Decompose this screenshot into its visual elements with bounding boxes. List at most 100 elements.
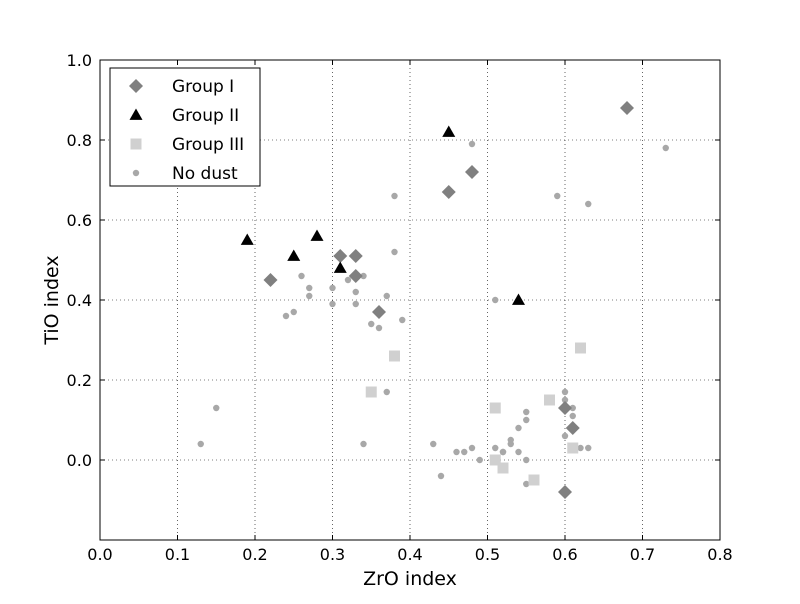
data-point-group-i — [441, 185, 456, 199]
data-point-no-dust — [492, 444, 499, 452]
data-point-group-iii — [528, 474, 540, 486]
y-tick-label: 0.8 — [67, 131, 92, 150]
axis-ticks: 0.0 0.1 0.2 0.3 0.4 0.5 0.6 0.7 0.8 0.0 0.2 0.4 0.6 0… — [67, 51, 733, 564]
y-tick-label: 1.0 — [67, 51, 92, 70]
x-tick-label: 0.0 — [87, 545, 112, 564]
data-point-no-dust — [329, 300, 336, 308]
data-point-group-i — [558, 401, 572, 415]
data-point-no-dust — [577, 444, 584, 452]
x-tick-label: 0.4 — [397, 545, 422, 564]
data-point-no-dust — [391, 192, 398, 200]
data-point-no-dust — [213, 404, 220, 412]
data-point-no-dust — [523, 416, 530, 424]
data-point-group-i — [263, 273, 278, 287]
data-point-group-iii — [489, 454, 501, 466]
data-point-no-dust — [368, 320, 375, 328]
data-point-no-dust — [360, 440, 367, 448]
data-point-no-dust — [569, 412, 576, 420]
x-tick-label: 0.6 — [552, 545, 577, 564]
data-point-no-dust — [561, 396, 569, 404]
data-point-group-iii — [389, 350, 400, 362]
data-point-no-dust — [507, 440, 514, 448]
data-point-group-iii — [544, 394, 555, 406]
data-point-no-dust — [523, 408, 530, 416]
series-group-ii — [240, 125, 525, 305]
data-point-group-i — [348, 269, 363, 283]
data-point-no-dust — [461, 448, 468, 456]
data-point-group-ii — [310, 229, 324, 241]
data-point-no-dust — [476, 456, 483, 464]
data-point-no-dust — [344, 276, 352, 284]
x-tick-label: 0.8 — [707, 545, 732, 564]
series-group-i — [263, 101, 634, 499]
data-point-no-dust — [499, 448, 507, 456]
data-point-group-ii — [512, 293, 525, 305]
data-point-no-dust — [290, 308, 297, 316]
data-point-no-dust — [585, 200, 592, 208]
x-tick-label: 0.7 — [630, 545, 655, 564]
data-point-group-ii — [287, 249, 301, 261]
data-point-no-dust — [453, 448, 460, 456]
data-point-no-dust — [375, 324, 383, 332]
data-point-group-iii — [497, 462, 509, 474]
data-points — [197, 101, 669, 499]
x-tick-label: 0.3 — [320, 545, 345, 564]
data-point-no-dust — [399, 316, 406, 324]
data-point-no-dust — [523, 480, 530, 488]
data-point-no-dust — [468, 140, 476, 148]
data-point-no-dust — [430, 440, 437, 448]
data-point-group-iii — [489, 402, 501, 414]
data-point-group-iii — [365, 386, 377, 398]
data-point-group-ii — [442, 125, 456, 137]
y-tick-label: 0.0 — [67, 451, 92, 470]
data-point-group-ii — [333, 261, 347, 273]
data-point-no-dust — [662, 144, 669, 152]
data-point-no-dust — [383, 292, 390, 300]
data-point-group-i — [558, 485, 572, 499]
legend-marker-group-i — [129, 79, 143, 93]
data-point-no-dust — [197, 440, 204, 448]
data-point-no-dust — [585, 444, 592, 452]
data-point-no-dust — [352, 300, 359, 308]
data-point-no-dust — [554, 192, 561, 200]
data-point-group-iii — [567, 442, 579, 454]
data-point-no-dust — [468, 444, 476, 452]
legend-label-group-iii: Group III — [172, 135, 244, 155]
data-point-no-dust — [306, 284, 313, 292]
y-tick-label: 0.6 — [67, 211, 92, 230]
data-point-no-dust — [523, 456, 530, 464]
data-point-no-dust — [391, 248, 398, 256]
data-point-group-ii — [240, 233, 254, 245]
y-tick-label: 0.2 — [67, 371, 92, 390]
data-point-no-dust — [360, 272, 367, 280]
data-point-no-dust — [492, 296, 499, 304]
y-tick-label: 0.4 — [67, 291, 92, 310]
data-point-no-dust — [298, 272, 305, 280]
legend-label-no-dust: No dust — [172, 164, 238, 184]
x-axis-label: ZrO index — [363, 568, 457, 590]
data-point-no-dust — [515, 424, 522, 432]
data-point-no-dust — [282, 312, 290, 320]
legend-label-group-ii: Group II — [172, 106, 239, 126]
data-point-group-iii — [575, 342, 586, 354]
data-point-no-dust — [437, 472, 445, 480]
data-point-no-dust — [515, 448, 522, 456]
x-tick-label: 0.5 — [475, 545, 500, 564]
data-point-no-dust — [329, 284, 336, 292]
y-axis-label: TiO index — [41, 255, 63, 345]
data-point-no-dust — [561, 388, 569, 396]
data-point-group-i — [565, 421, 580, 435]
data-point-group-i — [372, 305, 386, 319]
legend-marker-no-dust — [132, 169, 140, 177]
data-point-group-i — [465, 165, 479, 179]
data-point-group-i — [620, 101, 634, 115]
legend: Group I Group II Group III No dust — [109, 67, 261, 187]
series-no-dust — [197, 140, 669, 488]
legend-label-group-i: Group I — [172, 77, 234, 97]
data-point-no-dust — [383, 388, 390, 396]
legend-marker-group-iii — [130, 138, 142, 150]
data-point-no-dust — [561, 432, 569, 440]
legend-marker-group-ii — [129, 108, 143, 120]
